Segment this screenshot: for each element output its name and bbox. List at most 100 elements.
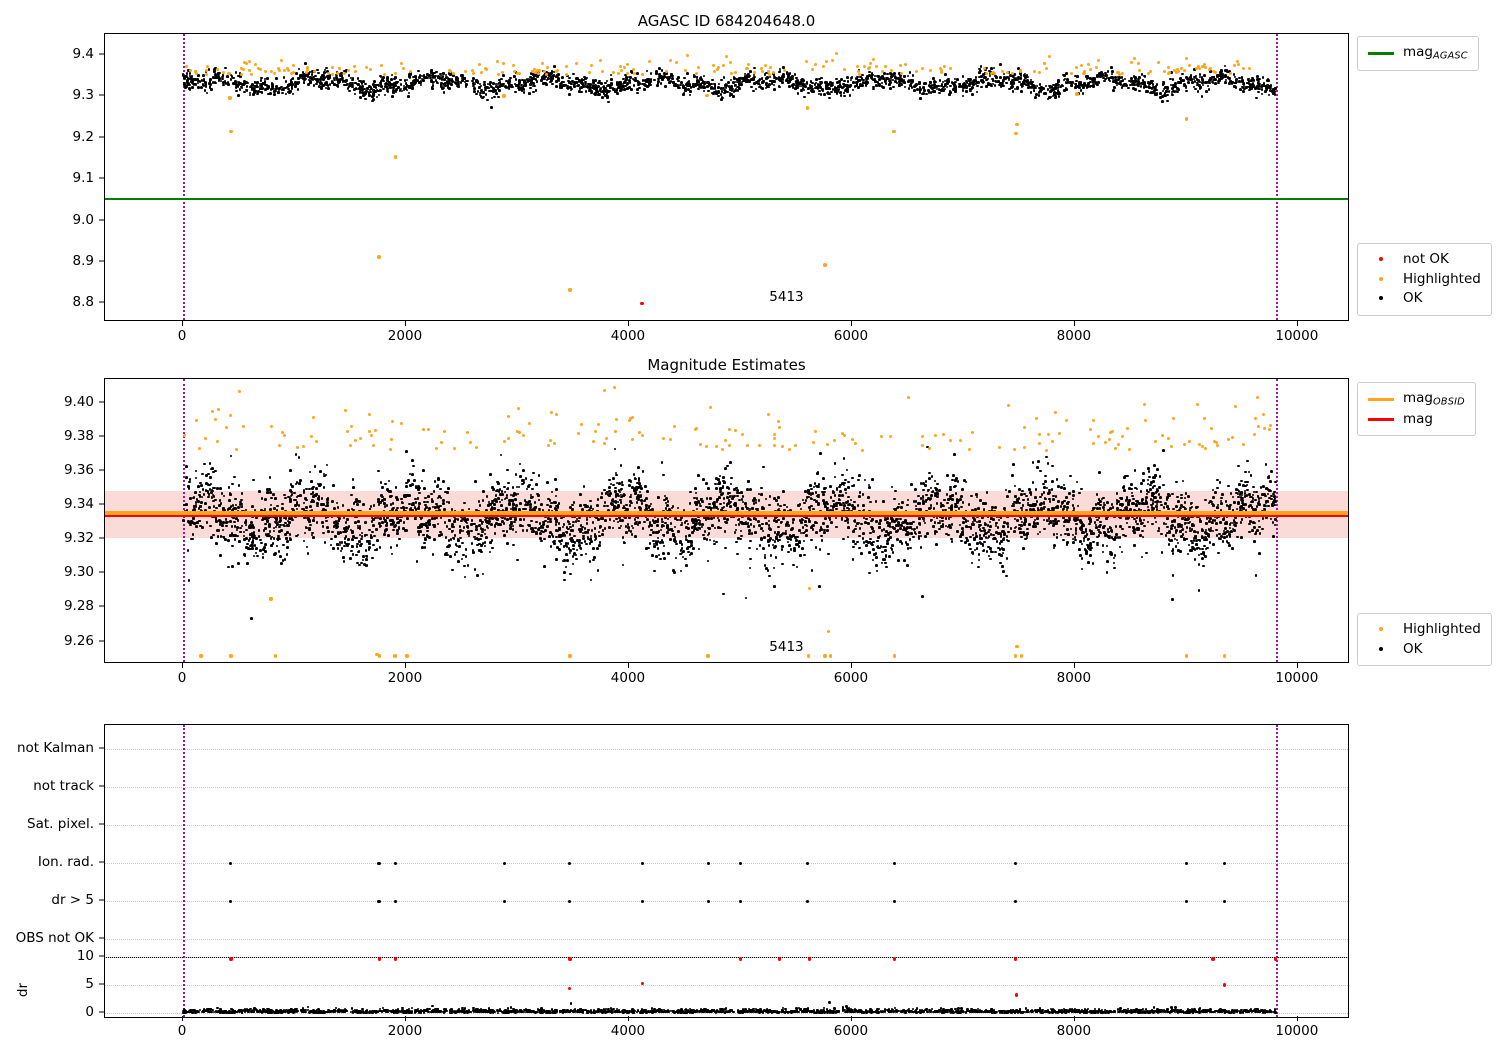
- data-point: [618, 80, 621, 84]
- data-point: [907, 87, 911, 90]
- data-point: [717, 65, 721, 69]
- data-point: [614, 490, 617, 493]
- data-point: [1086, 84, 1089, 87]
- data-point: [322, 73, 325, 77]
- data-point: [768, 574, 772, 578]
- data-point: [380, 485, 384, 489]
- data-point: [415, 79, 418, 82]
- data-point: [846, 495, 850, 499]
- data-point: [999, 85, 1003, 89]
- data-point: [425, 75, 428, 79]
- data-point: [954, 90, 957, 93]
- data-point: [302, 76, 305, 79]
- data-point: [829, 521, 833, 524]
- data-point: [514, 71, 518, 74]
- data-point: [490, 85, 493, 89]
- data-point: [857, 86, 861, 89]
- data-point: [246, 81, 249, 85]
- data-point: [977, 565, 980, 569]
- data-point: [924, 480, 928, 483]
- legend-mag-agasc-item[interactable]: magAGASC: [1368, 43, 1468, 64]
- data-point: [1105, 74, 1108, 78]
- data-point: [687, 527, 690, 530]
- data-point: [511, 63, 515, 67]
- data-point: [995, 531, 998, 534]
- data-point: [400, 497, 403, 501]
- data-point: [257, 89, 260, 93]
- data-point: [390, 78, 393, 81]
- data-point: [229, 73, 233, 77]
- data-point: [592, 547, 595, 550]
- data-point: [949, 84, 952, 88]
- data-point: [1148, 69, 1152, 73]
- data-point: [394, 76, 398, 80]
- data-point: [244, 62, 248, 66]
- data-point: [385, 89, 389, 93]
- data-point: [1058, 85, 1062, 89]
- data-point: [276, 67, 280, 71]
- data-point: [506, 86, 510, 90]
- data-point: [1105, 571, 1109, 574]
- legend-point-class-item[interactable]: Highlighted: [1368, 270, 1481, 290]
- data-point: [1024, 537, 1027, 541]
- data-point: [489, 81, 492, 84]
- data-point: [711, 78, 714, 82]
- data-point: [493, 503, 496, 507]
- data-point: [312, 519, 316, 522]
- data-point: [248, 69, 252, 73]
- data-point: [1082, 539, 1086, 543]
- data-point: [975, 90, 979, 94]
- data-point: [991, 506, 994, 509]
- data-point: [393, 155, 398, 159]
- data-point: [1057, 499, 1060, 503]
- data-point: [826, 87, 829, 90]
- legend-point-class-item[interactable]: OK: [1368, 289, 1481, 309]
- data-point: [1002, 84, 1005, 88]
- data-point: [778, 70, 782, 74]
- data-point: [1147, 81, 1150, 85]
- data-point: [773, 80, 776, 84]
- data-point: [1162, 483, 1165, 487]
- data-point: [622, 65, 626, 69]
- data-point: [204, 69, 208, 73]
- data-point: [688, 93, 692, 97]
- data-point: [728, 61, 732, 65]
- data-point: [799, 554, 802, 558]
- data-point: [505, 79, 509, 83]
- data-point: [1119, 525, 1122, 528]
- data-point: [991, 77, 994, 81]
- data-point: [1265, 87, 1268, 90]
- data-point: [490, 546, 494, 550]
- data-point: [368, 85, 371, 88]
- data-point: [768, 75, 772, 79]
- data-point: [290, 71, 294, 75]
- data-point: [1253, 526, 1257, 529]
- data-point: [883, 71, 886, 75]
- data-point: [1161, 82, 1165, 86]
- data-point: [728, 94, 732, 97]
- y-tick-label: 9.3: [72, 87, 94, 104]
- data-point: [872, 87, 875, 91]
- data-point: [610, 81, 613, 85]
- legend-mag-agasc[interactable]: magAGASC: [1357, 36, 1479, 71]
- data-point: [1066, 78, 1069, 81]
- data-point: [227, 83, 230, 86]
- data-point: [379, 63, 383, 67]
- x-tick-mark: [1073, 321, 1075, 326]
- data-point: [1257, 80, 1260, 84]
- legend-point-class-item[interactable]: not OK: [1368, 250, 1481, 270]
- data-point: [933, 90, 936, 93]
- data-point: [394, 89, 398, 93]
- data-point: [344, 78, 348, 82]
- data-point: [413, 82, 416, 86]
- data-point: [1261, 75, 1265, 79]
- data-point: [773, 497, 776, 500]
- data-point: [1118, 545, 1122, 549]
- data-point: [544, 72, 548, 76]
- data-point: [512, 543, 515, 547]
- data-point: [851, 476, 855, 480]
- data-point: [777, 496, 780, 499]
- data-point: [705, 93, 709, 98]
- legend-point-classes-top[interactable]: not OK Highlighted OK: [1357, 243, 1492, 316]
- data-point: [858, 527, 862, 530]
